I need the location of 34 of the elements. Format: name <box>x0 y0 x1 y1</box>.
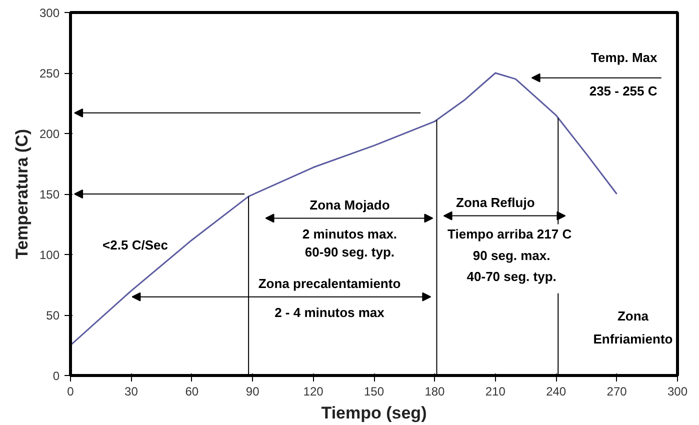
y-axis-title: Temperatura (C) <box>12 128 32 260</box>
annotation: 2 minutos max. <box>302 226 398 242</box>
annotation: Zona precalentamiento <box>258 276 401 292</box>
x-tick-label: 300 <box>667 384 688 398</box>
x-tick-label: 240 <box>546 384 566 398</box>
annotation: Zona Reflujo <box>456 194 535 210</box>
x-tick-label: 210 <box>485 384 506 398</box>
annotation: Zona Mojado <box>310 197 390 212</box>
annotation: 235 - 255 C <box>589 84 658 99</box>
x-axis-title: Tiempo (seg) <box>321 404 427 422</box>
x-tick-label: 120 <box>303 384 324 398</box>
x-tick-label: 150 <box>364 384 384 398</box>
annotation: Tiempo arriba 217 C <box>448 226 572 242</box>
x-tick-label: 30 <box>124 384 138 398</box>
x-tick-label: 90 <box>246 384 260 398</box>
y-tick-label: 200 <box>39 127 60 141</box>
annotation: 90 seg. max. <box>472 248 550 264</box>
x-tick-label: 270 <box>606 384 628 398</box>
annotation: Temp. Max <box>591 50 658 65</box>
y-tick-label: 250 <box>39 66 60 80</box>
annotation: Enfriamiento <box>593 332 673 347</box>
annotation: 2 - 4 minutos max <box>274 305 386 320</box>
x-tick-label: 60 <box>185 384 199 398</box>
y-tick-label: 150 <box>39 188 60 202</box>
y-tick-label: 50 <box>46 308 60 322</box>
annotation: 60-90 seg. typ. <box>304 244 395 260</box>
y-tick-label: 300 <box>39 6 60 20</box>
annotation: <2.5 C/Sec <box>102 237 168 252</box>
x-tick-label: 0 <box>67 384 74 398</box>
x-tick-label: 180 <box>424 384 446 398</box>
y-tick-label: 0 <box>52 369 60 383</box>
annotation: 40-70 seg. typ. <box>466 268 556 284</box>
annotation: Zona <box>617 308 650 324</box>
y-tick-label: 100 <box>39 248 60 262</box>
